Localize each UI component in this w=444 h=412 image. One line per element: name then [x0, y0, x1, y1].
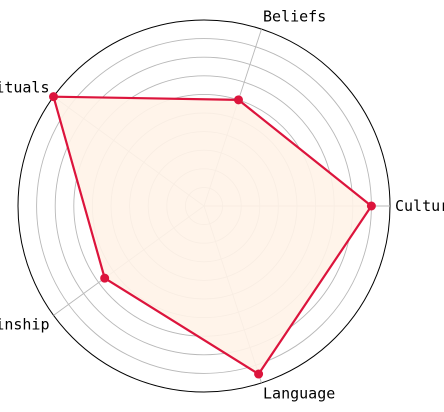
- axis-label-rituals: Rituals: [0, 79, 49, 97]
- data-layer: [49, 92, 376, 379]
- label-layer: Culture Beliefs Rituals Kinship Language: [0, 7, 444, 402]
- data-point-beliefs: [233, 95, 243, 105]
- data-polygon: [52, 95, 373, 376]
- axis-label-beliefs: Beliefs: [263, 7, 326, 25]
- axis-label-culture: Culture: [395, 197, 444, 215]
- axis-label-kinship: Kinship: [0, 315, 49, 333]
- data-point-kinship: [100, 273, 110, 283]
- axis-label-language: Language: [263, 385, 335, 403]
- data-point-rituals: [49, 92, 59, 102]
- data-point-language: [254, 369, 264, 379]
- data-point-culture: [366, 201, 376, 211]
